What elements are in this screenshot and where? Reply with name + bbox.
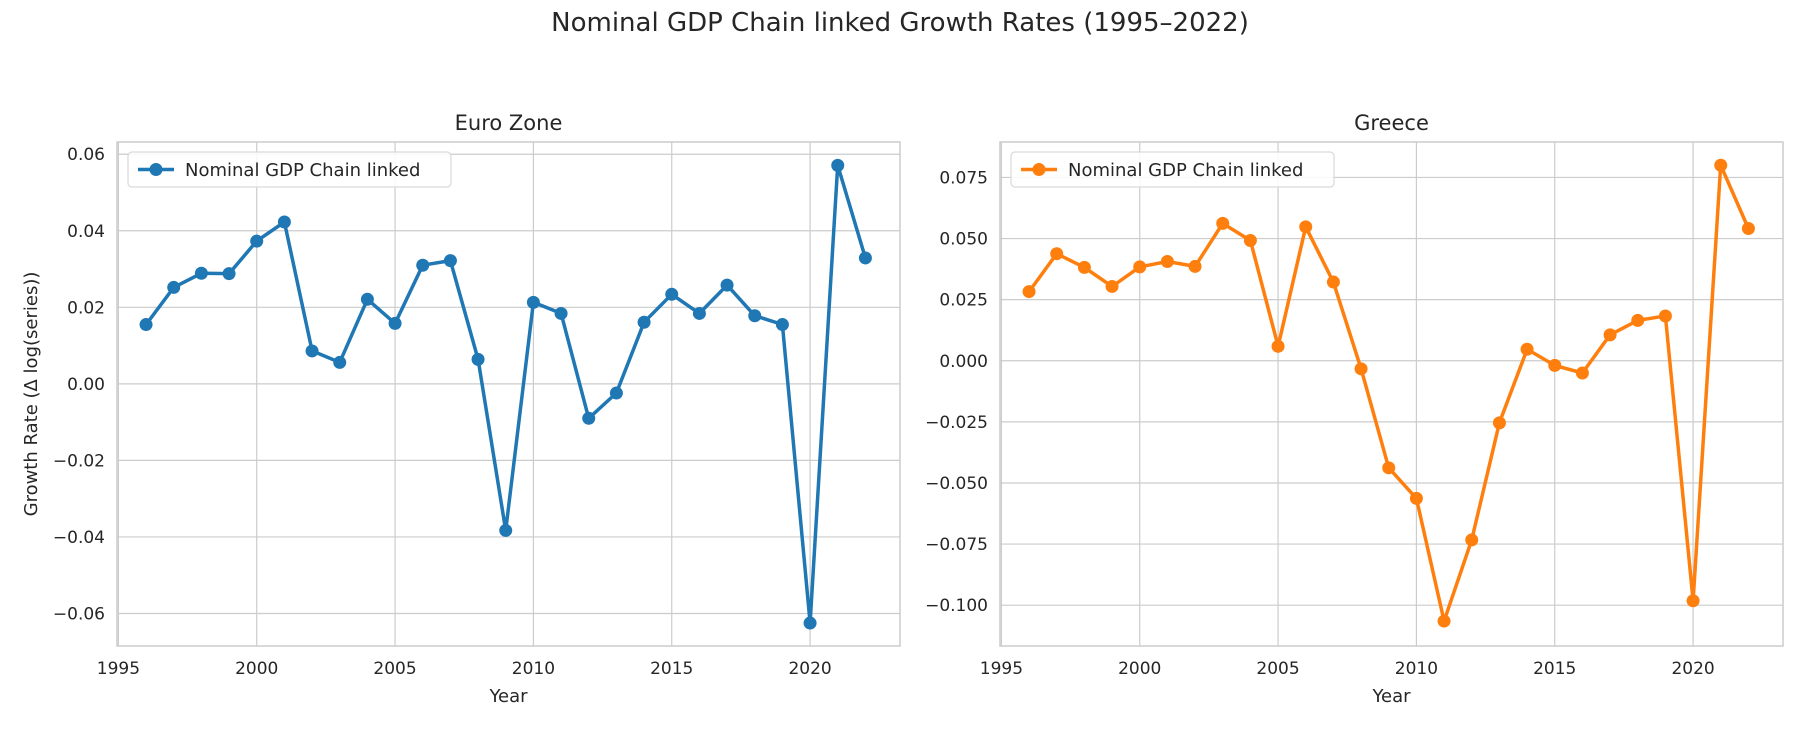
panel-1-y-tick-label: −0.04	[53, 528, 105, 548]
panel-1-data-point	[526, 295, 540, 309]
panel-1-data-point	[831, 158, 845, 172]
panel-2-data-point	[1548, 358, 1562, 372]
panel-2-x-tick-label: 2005	[1256, 659, 1299, 679]
panel-2-data-point	[1437, 614, 1451, 628]
panel-2-data-point	[1492, 416, 1506, 430]
panel-2-data-point	[1382, 461, 1396, 475]
panel-2-data-point	[1022, 285, 1036, 299]
panel-2-y-tick-label: 0.075	[939, 168, 988, 188]
figure-title: Nominal GDP Chain linked Growth Rates (1…	[551, 8, 1249, 38]
panel-1-x-tick-label: 2015	[650, 659, 693, 679]
panel-2-y-tick-label: −0.025	[925, 413, 988, 433]
panel-2-data-point	[1520, 342, 1534, 356]
panel-2-data-point	[1354, 362, 1368, 376]
panel-1-title: Euro Zone	[455, 111, 563, 135]
panel-1-data-point	[167, 280, 181, 294]
panel-2-data-point	[1133, 260, 1147, 274]
panel-1-data-point	[609, 386, 623, 400]
panel-2-legend-marker	[1032, 163, 1046, 176]
panel-2-data-point	[1216, 216, 1230, 230]
panel-1-data-point	[305, 344, 319, 358]
panel-1-y-tick-label: 0.02	[67, 298, 105, 318]
panel-1-x-tick-label: 2010	[512, 659, 555, 679]
panel-2-data-point	[1271, 339, 1285, 353]
panel-2-axes-frame	[999, 141, 1784, 647]
panel-1-data-point	[388, 316, 402, 330]
panel-1-data-point	[720, 278, 734, 292]
panel-2-data-point	[1188, 259, 1202, 273]
panel-2-x-tick-label: 2000	[1118, 659, 1161, 679]
panel-1-y-axis-label: Growth Rate (Δ log(series))	[21, 272, 42, 517]
panel-2-y-tick-label: 0.000	[939, 352, 988, 372]
panel-1-x-tick-label: 2020	[788, 659, 831, 679]
panel-2-legend-label: Nominal GDP Chain linked	[1068, 160, 1303, 181]
panel-1-x-tick-label: 2005	[373, 659, 416, 679]
panel-2-data-point	[1631, 313, 1645, 327]
panel-2-data-point	[1575, 366, 1589, 380]
panel-2-y-tick-label: 0.025	[939, 291, 988, 311]
panel-1-y-tick-label: −0.02	[53, 451, 105, 471]
panel-2-x-tick-label: 2020	[1671, 659, 1714, 679]
panel-1-y-tick-label: 0.04	[67, 222, 105, 242]
panel-2-y-tick-label: −0.075	[925, 535, 988, 555]
panel-2-data-point	[1050, 247, 1064, 261]
panel-1-data-point	[250, 234, 264, 248]
panel-1-legend-label: Nominal GDP Chain linked	[185, 160, 420, 181]
panel-1-y-tick-label: 0.06	[67, 145, 105, 165]
panel-1-data-point	[360, 292, 374, 306]
panel-2-x-axis-label: Year	[1371, 686, 1411, 707]
panel-1-data-point	[803, 616, 817, 630]
panel-2-data-point	[1243, 234, 1257, 248]
panel-1-data-point	[333, 355, 347, 369]
panel-1-data-point	[858, 251, 872, 265]
panel-2-data-point	[1299, 220, 1313, 234]
panel-2-data-point	[1741, 222, 1755, 236]
panel-1-data-point	[775, 318, 789, 332]
panel-2-data-point	[1409, 491, 1423, 505]
panel-1-axes-frame	[116, 141, 901, 647]
panel-2-x-tick-label: 2010	[1395, 659, 1438, 679]
panel-2-x-tick-label: 2015	[1533, 659, 1576, 679]
panel-2-title: Greece	[1354, 111, 1429, 135]
panel-1-legend-marker	[149, 163, 163, 176]
panel-1-y-tick-label: −0.06	[53, 604, 105, 624]
panel-1-data-point	[499, 523, 513, 537]
panel-1-data-point	[582, 411, 596, 425]
panel-1-data-point	[665, 287, 679, 301]
panel-1-data-point	[554, 306, 568, 320]
panel-1-series-line	[144, 163, 868, 625]
panel-1-data-point	[443, 254, 457, 268]
panel-2-data-point	[1077, 260, 1091, 274]
panel-1-data-point	[748, 309, 762, 323]
panel-1-data-point	[637, 315, 651, 329]
panel-1-data-point	[222, 267, 236, 281]
panel-2-data-point	[1105, 279, 1119, 293]
panel-1-y-tick-label: 0.00	[67, 375, 105, 395]
panel-2-legend-box	[1010, 151, 1335, 188]
panel-1-data-point	[277, 215, 291, 229]
panel-1-legend-box	[127, 151, 452, 188]
panel-2-series-line	[1027, 163, 1751, 623]
panel-2-x-tick-label: 1995	[980, 659, 1023, 679]
panel-1-data-point	[416, 258, 430, 272]
panel-1-data-point	[692, 306, 706, 320]
panel-2-data-point	[1714, 158, 1728, 172]
panel-2-data-point	[1160, 255, 1174, 269]
panel-2-y-tick-label: 0.050	[939, 230, 988, 250]
panel-2-y-tick-label: −0.050	[925, 474, 988, 494]
panel-2-data-point	[1465, 533, 1479, 547]
panel-2-data-point	[1326, 275, 1340, 289]
panel-2-data-point	[1603, 328, 1617, 342]
panel-1-data-point	[471, 352, 485, 366]
panel-2-y-tick-label: −0.100	[925, 596, 988, 616]
panel-1-x-tick-label: 2000	[235, 659, 278, 679]
panel-1-data-point	[139, 318, 153, 332]
panel-1-x-axis-label: Year	[488, 686, 528, 707]
panel-2-data-point	[1686, 594, 1700, 608]
panel-2-data-point	[1658, 309, 1672, 323]
panel-1-x-tick-label: 1995	[97, 659, 140, 679]
panel-1-data-point	[194, 266, 208, 280]
